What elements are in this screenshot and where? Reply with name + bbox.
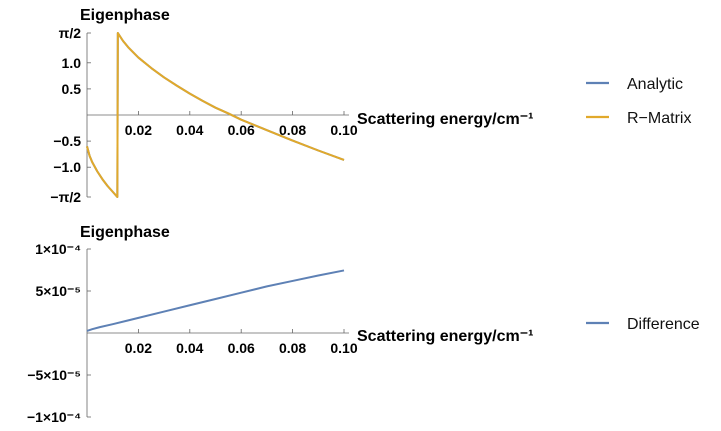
bottom-x-tick-label: 0.02 (125, 340, 152, 356)
top-y-tick-label: −π/2 (50, 189, 81, 205)
series-line-difference (86, 269, 345, 332)
bottom-y-axis-label: Eigenphase (80, 224, 170, 241)
bottom-y-tick-label: 1×10⁻⁴ (35, 241, 81, 257)
bottom-y-ticks: 1×10⁻⁴ 5×10⁻⁵ −5×10⁻⁵ −1×10⁻⁴ (27, 241, 91, 425)
top-x-tick-label: 0.08 (279, 122, 306, 138)
top-series-group (86, 32, 345, 198)
bottom-y-tick-label: 5×10⁻⁵ (36, 283, 82, 299)
bottom-series-group (86, 269, 345, 332)
bottom-y-tick-label: −5×10⁻⁵ (27, 367, 81, 383)
bottom-x-axis-label: Scattering energy/cm⁻¹ (357, 328, 534, 345)
bottom-x-tick-label: 0.08 (279, 340, 306, 356)
top-y-tick-label: π/2 (59, 25, 82, 41)
top-x-ticks: 0.02 0.04 0.06 0.08 0.10 (125, 111, 358, 138)
top-x-tick-label: 0.02 (125, 122, 152, 138)
top-y-tick-label: −1.0 (53, 159, 81, 175)
top-plot: Eigenphase π/21.00.5−0.5−1.0−π/2 0.02 0.0… (50, 7, 533, 205)
bottom-plot: Eigenphase 1×10⁻⁴ 5×10⁻⁵ −5×10⁻⁵ −1×10⁻⁴ 0.… (27, 224, 534, 425)
bottom-legend: Difference (586, 316, 700, 333)
top-legend: Analytic R−Matrix (586, 76, 691, 127)
series-line-rmatrix (86, 32, 345, 198)
top-x-axis-label: Scattering energy/cm⁻¹ (357, 111, 534, 128)
top-x-tick-label: 0.10 (330, 122, 357, 138)
bottom-x-tick-label: 0.10 (330, 340, 357, 356)
top-y-tick-label: −0.5 (53, 133, 81, 149)
legend-label-difference: Difference (627, 316, 700, 333)
top-x-tick-label: 0.06 (228, 122, 255, 138)
top-y-tick-label: 1.0 (62, 55, 82, 71)
top-x-tick-label: 0.04 (176, 122, 203, 138)
legend-label-rmatrix: R−Matrix (627, 110, 691, 127)
legend-label-analytic: Analytic (627, 76, 683, 93)
top-y-axis-label: Eigenphase (80, 7, 170, 24)
bottom-y-tick-label: −1×10⁻⁴ (27, 409, 81, 425)
bottom-x-ticks: 0.02 0.04 0.06 0.08 0.10 (125, 329, 358, 356)
top-y-tick-label: 0.5 (62, 81, 82, 97)
bottom-x-tick-label: 0.06 (228, 340, 255, 356)
top-y-ticks: π/2 1.0 0.5 −0.5 −1.0 −π/2 (50, 25, 91, 205)
bottom-x-tick-label: 0.04 (176, 340, 203, 356)
